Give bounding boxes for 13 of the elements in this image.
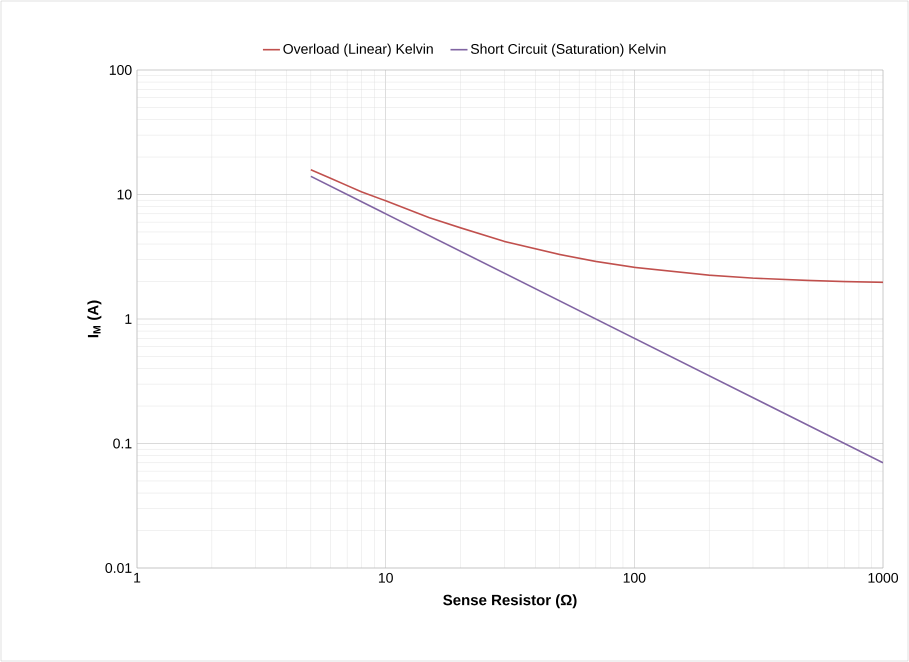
- legend-label: Overload (Linear) Kelvin: [283, 44, 433, 57]
- x-tick-label: 1: [134, 572, 140, 582]
- y-tick-label: 1: [125, 314, 132, 324]
- y-axis-title: I$_{M}$ (A): [87, 300, 102, 338]
- legend-label: Short Circuit (Saturation) Kelvin: [470, 44, 666, 57]
- x-axis-title: Sense Resistor (Ω): [443, 594, 577, 608]
- x-tick-label: 1000: [868, 572, 898, 583]
- x-tick-label: 100: [624, 572, 646, 583]
- y-tick-label: 0.01: [105, 563, 132, 573]
- y-tick-label: 100: [110, 65, 132, 75]
- y-tick-label: 10: [118, 190, 132, 200]
- x-tick-label: 10: [378, 572, 393, 583]
- y-tick-label: 0.1: [113, 438, 132, 448]
